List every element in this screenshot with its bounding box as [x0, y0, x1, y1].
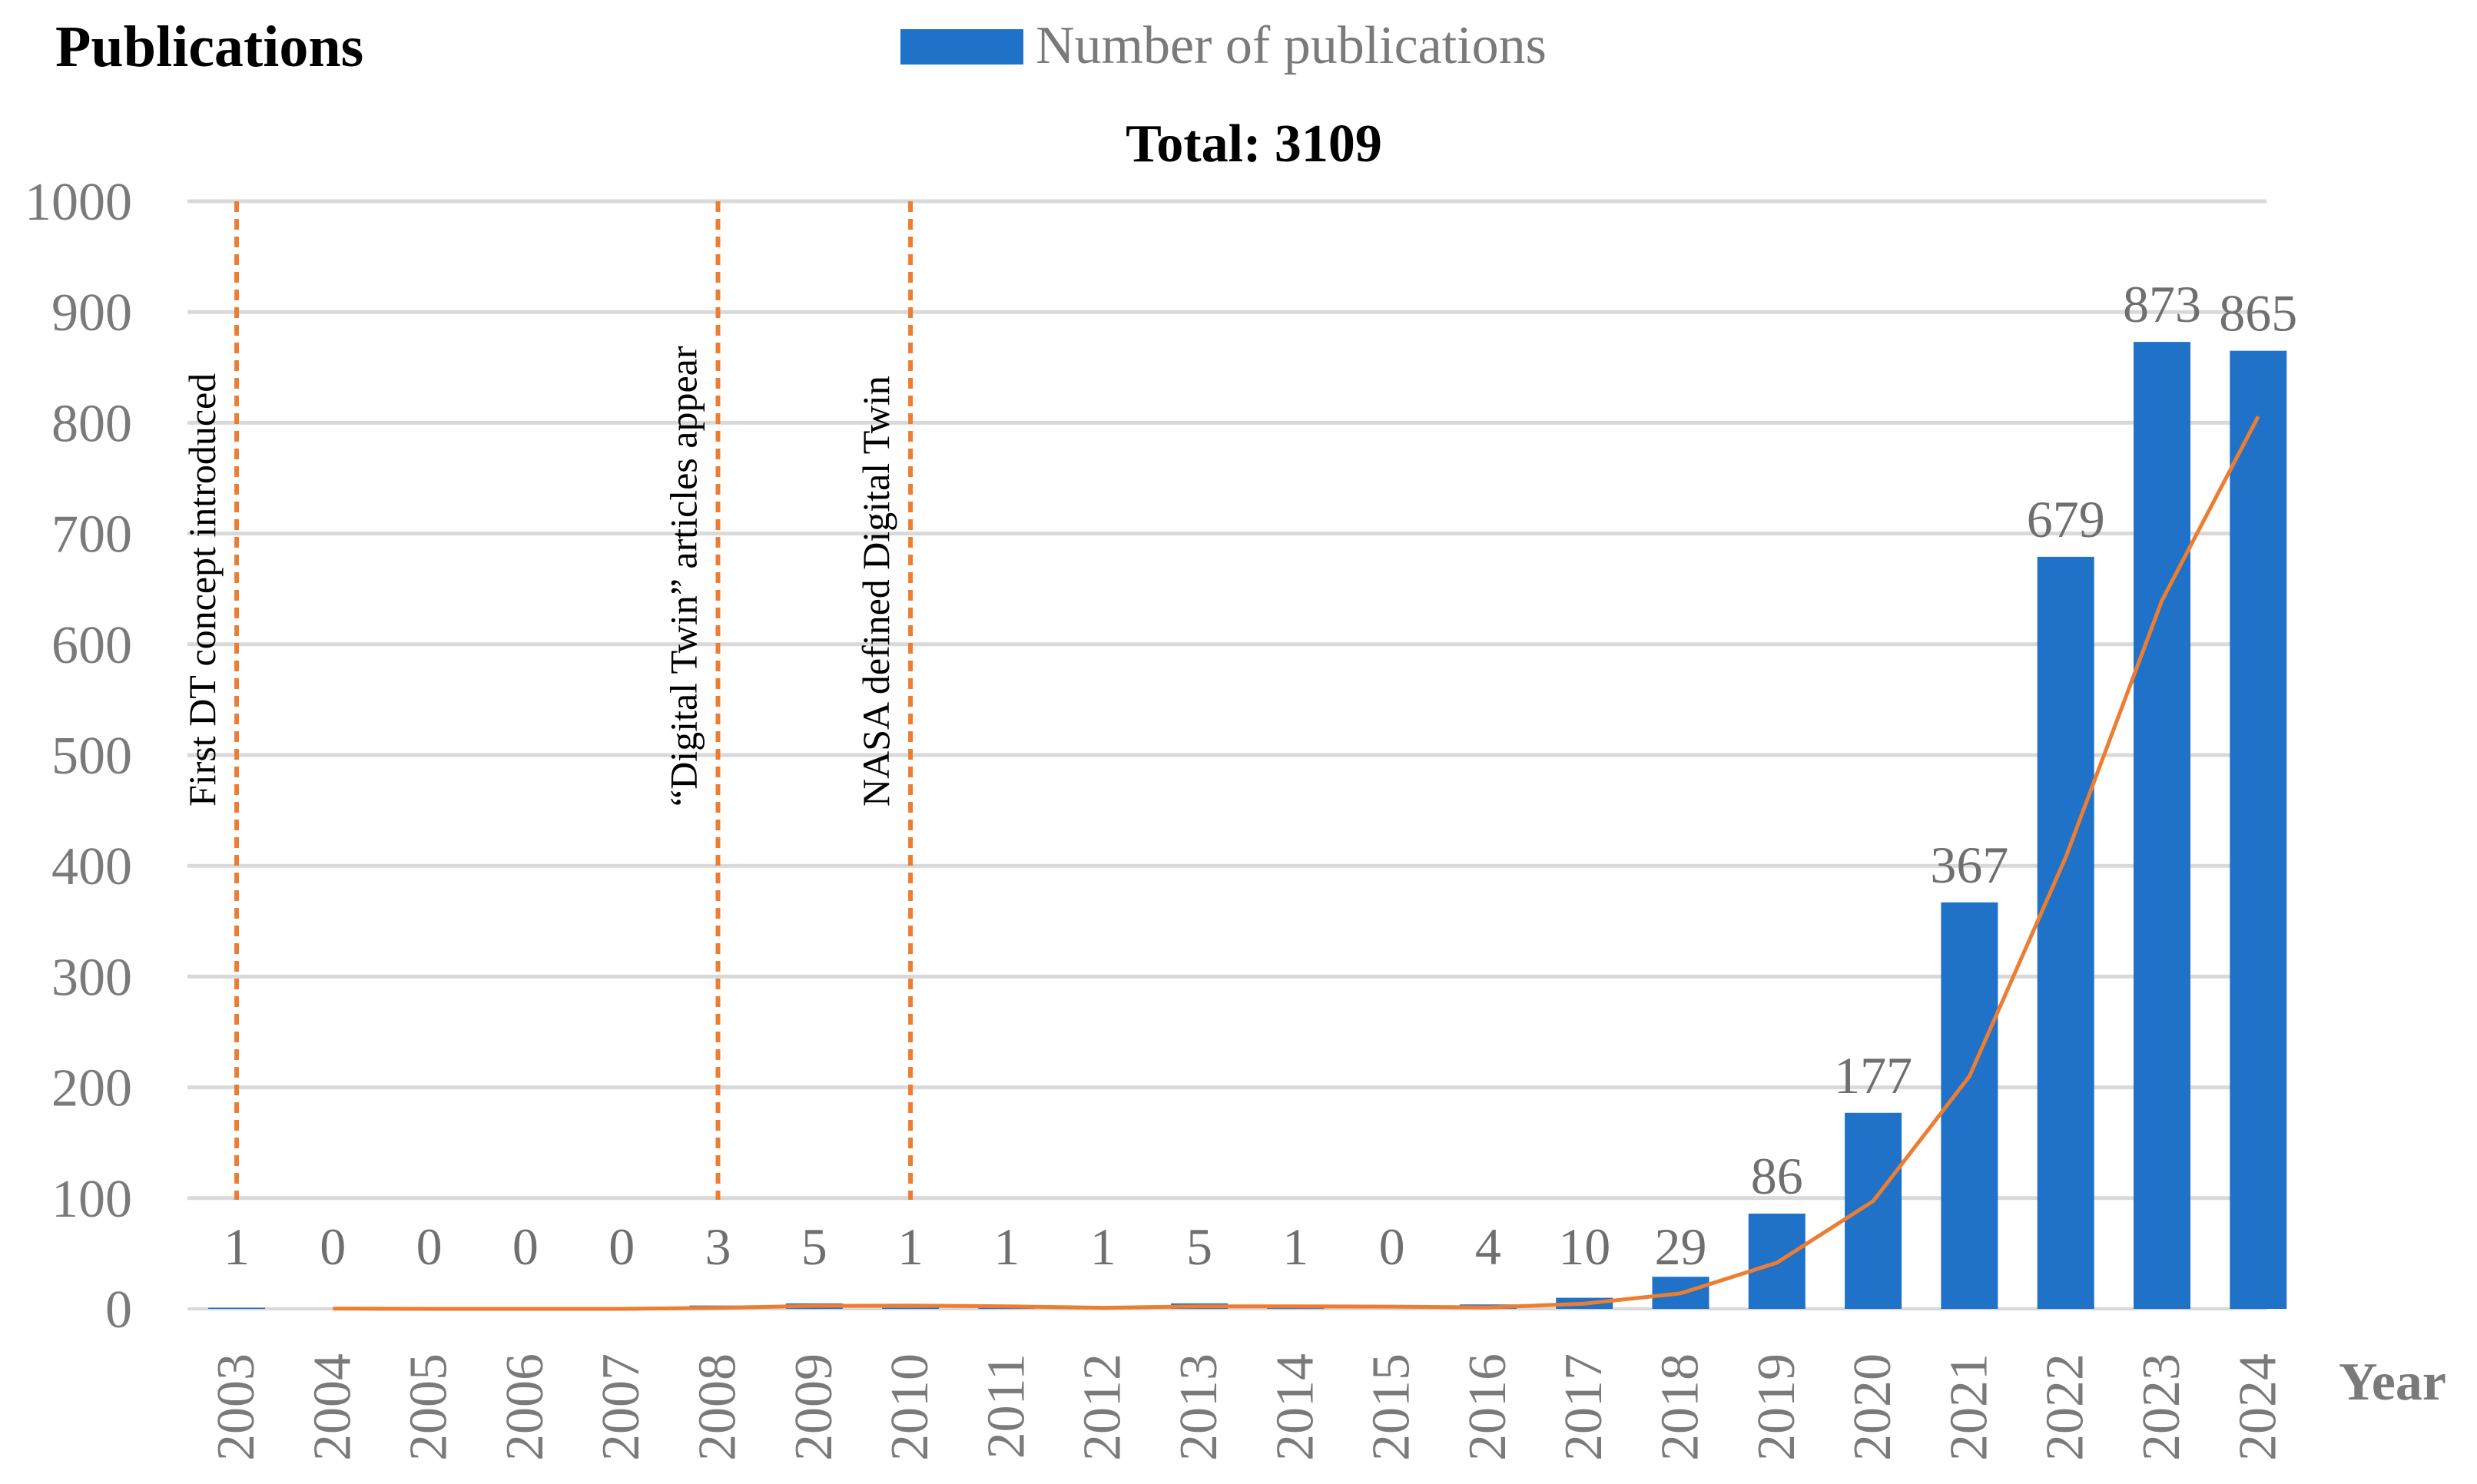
data-label-2014: 1 [1282, 1217, 1308, 1276]
data-label-2012: 1 [1090, 1217, 1116, 1276]
x-tick-label: 2015 [1362, 1353, 1421, 1461]
trend-line-layer [333, 416, 2260, 1311]
x-tick-label: 2024 [2228, 1353, 2287, 1461]
annotation-label-2010: NASA defined Digital Twin [854, 376, 897, 807]
y-tick-label: 800 [51, 394, 132, 453]
legend-label: Number of publications [1036, 16, 1547, 75]
data-label-2009: 5 [801, 1217, 827, 1276]
x-tick-label: 2012 [1073, 1353, 1132, 1461]
x-tick-label: 2021 [1939, 1353, 1998, 1461]
bar-2010 [882, 1307, 940, 1309]
x-tick-label: 2020 [1843, 1353, 1902, 1461]
data-label-2005: 0 [416, 1217, 443, 1276]
data-label-2010: 1 [897, 1217, 923, 1276]
bar-2022 [2037, 556, 2094, 1309]
y-tick-label: 400 [51, 837, 132, 896]
bar-2023 [2134, 342, 2190, 1309]
data-label-2017: 10 [1558, 1217, 1610, 1276]
data-label-2019: 86 [1751, 1147, 1803, 1205]
y-tick-label: 200 [51, 1059, 132, 1118]
x-tick-label: 2009 [784, 1353, 844, 1461]
bars [208, 342, 2287, 1309]
annotations: First DT concept introduced “Digital Twin… [181, 201, 914, 1200]
x-tick-label: 2007 [592, 1353, 651, 1461]
x-tick-label: 2003 [207, 1353, 266, 1461]
y-tick-label: 500 [51, 727, 132, 786]
data-label-2024: 865 [2219, 284, 2297, 343]
annotation-label-2008: “Digital Twin” articles appear [662, 346, 705, 807]
legend-swatch [900, 29, 1023, 65]
y-tick-label: 100 [51, 1170, 132, 1229]
data-label-2011: 1 [993, 1217, 1020, 1276]
bar-2020 [1845, 1112, 1902, 1309]
y-tick-label: 900 [51, 283, 132, 343]
data-label-2003: 1 [224, 1217, 250, 1276]
y-axis-label: Publications [55, 15, 363, 79]
x-tick-label: 2008 [688, 1353, 748, 1461]
y-tick-label: 700 [51, 505, 132, 565]
y-axis-ticks: 0 100 200 300 400 500 600 700 800 900 1000 [25, 173, 132, 1340]
x-tick-label: 2010 [880, 1353, 940, 1461]
x-tick-label: 2022 [2036, 1353, 2095, 1461]
chart-title: Total: 3109 [1126, 114, 1382, 174]
bar-2003 [208, 1307, 265, 1309]
x-tick-label: 2005 [400, 1353, 459, 1461]
bar-2011 [978, 1307, 1036, 1309]
x-tick-label: 2014 [1265, 1353, 1325, 1461]
data-label-2008: 3 [705, 1217, 731, 1276]
data-label-2016: 4 [1475, 1217, 1501, 1276]
data-label-2018: 29 [1655, 1217, 1707, 1276]
data-label-2015: 0 [1379, 1217, 1405, 1276]
data-label-2020: 177 [1834, 1046, 1912, 1105]
trend-line [333, 416, 2260, 1311]
x-tick-label: 2017 [1554, 1353, 1613, 1461]
x-tick-label: 2013 [1169, 1353, 1229, 1461]
bar-2021 [1941, 902, 1998, 1309]
data-label-2006: 0 [512, 1217, 539, 1276]
x-tick-label: 2019 [1747, 1353, 1806, 1461]
x-tick-label: 2004 [303, 1353, 362, 1461]
x-axis-ticks: 2003 2004 2005 2006 2007 2008 2009 2010 2011 2012… [207, 1353, 2287, 1461]
bar-2024 [2230, 350, 2287, 1309]
x-tick-label: 2006 [496, 1353, 555, 1461]
data-label-2021: 367 [1930, 836, 2008, 894]
y-tick-label: 0 [105, 1280, 132, 1340]
y-tick-label: 1000 [25, 173, 132, 232]
x-tick-label: 2011 [977, 1353, 1036, 1459]
y-tick-label: 600 [51, 616, 132, 675]
x-tick-label: 2023 [2132, 1353, 2191, 1461]
gridlines [187, 199, 2266, 1310]
x-tick-label: 2018 [1651, 1353, 1710, 1461]
data-label-2007: 0 [608, 1217, 635, 1276]
x-axis-label: Year [2339, 1353, 2446, 1412]
data-label-2013: 5 [1186, 1217, 1212, 1276]
y-tick-label: 300 [51, 948, 132, 1007]
data-label-2022: 679 [2027, 490, 2105, 548]
annotation-label-2003: First DT concept introduced [181, 373, 224, 807]
x-tick-label: 2016 [1458, 1353, 1517, 1461]
data-label-2004: 0 [320, 1217, 346, 1276]
data-label-2023: 873 [2123, 275, 2201, 333]
bar-2014 [1267, 1307, 1325, 1309]
